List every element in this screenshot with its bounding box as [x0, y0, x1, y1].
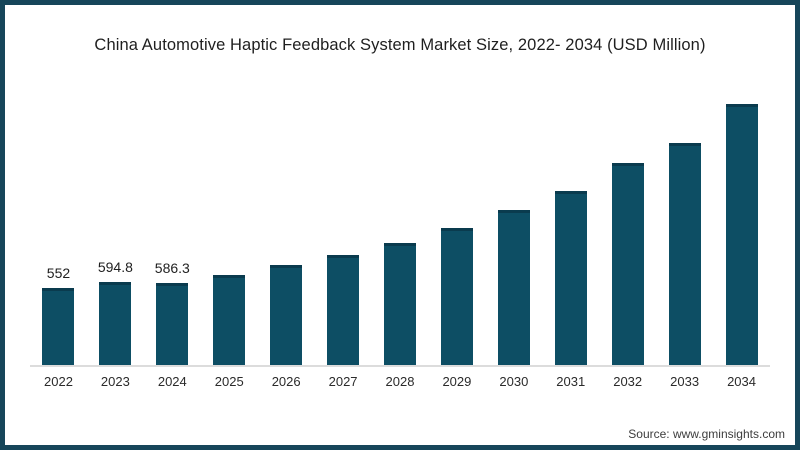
bar-slot	[656, 65, 713, 365]
bar-2025	[213, 275, 246, 365]
bar-slot	[428, 65, 485, 365]
x-axis-label: 2025	[214, 374, 244, 389]
x-axis-label: 2034	[727, 374, 756, 389]
bar-slot	[485, 65, 542, 365]
bar-slot: 594.8	[87, 65, 144, 365]
bar-slot: 586.3	[144, 65, 201, 365]
x-axis-label: 2030	[499, 374, 529, 389]
x-axis-label: 2032	[613, 374, 643, 389]
bar-2028	[383, 243, 416, 365]
bar-slot: 552	[30, 65, 87, 365]
bar-value-label: 594.8	[97, 259, 133, 275]
x-axis-label: 2024	[157, 374, 187, 389]
x-axis-label: 2023	[100, 374, 130, 389]
bar-slot	[258, 65, 315, 365]
bar-2034	[725, 104, 758, 365]
x-axis-label: 2027	[328, 374, 358, 389]
bar-2029	[440, 228, 473, 365]
bar-slot	[542, 65, 599, 365]
bar-2027	[327, 255, 360, 365]
bar-2024	[156, 283, 189, 365]
chart-title: China Automotive Haptic Feedback System …	[94, 36, 706, 54]
x-axis-label: 2029	[442, 374, 472, 389]
bar-slot	[372, 65, 429, 365]
x-axis-label: 2026	[271, 374, 301, 389]
x-axis-labels: 2022 2023 2024 2025 2026 2027 2028 2029 2030 2031…	[30, 374, 770, 389]
x-axis-line	[30, 365, 770, 367]
x-axis-label: 2022	[44, 374, 73, 389]
bar-2032	[611, 163, 644, 365]
bar-2023	[99, 282, 132, 365]
bar-slot	[315, 65, 372, 365]
source-text: Source: www.gminsights.com	[628, 427, 785, 441]
bar-value-label: 552	[46, 265, 71, 281]
bar-2026	[270, 265, 303, 365]
x-axis-label: 2031	[556, 374, 586, 389]
plot-area: 552 594.8 586.3	[30, 65, 770, 365]
bar-2031	[554, 191, 587, 365]
x-axis-label: 2028	[385, 374, 415, 389]
bar-value-label: 586.3	[154, 260, 190, 276]
bar-slot	[713, 65, 770, 365]
bar-2030	[497, 210, 530, 365]
x-axis-label: 2033	[670, 374, 700, 389]
bar-slot	[201, 65, 258, 365]
bar-slot	[599, 65, 656, 365]
bar-2022	[42, 288, 75, 365]
bar-2033	[668, 143, 701, 365]
